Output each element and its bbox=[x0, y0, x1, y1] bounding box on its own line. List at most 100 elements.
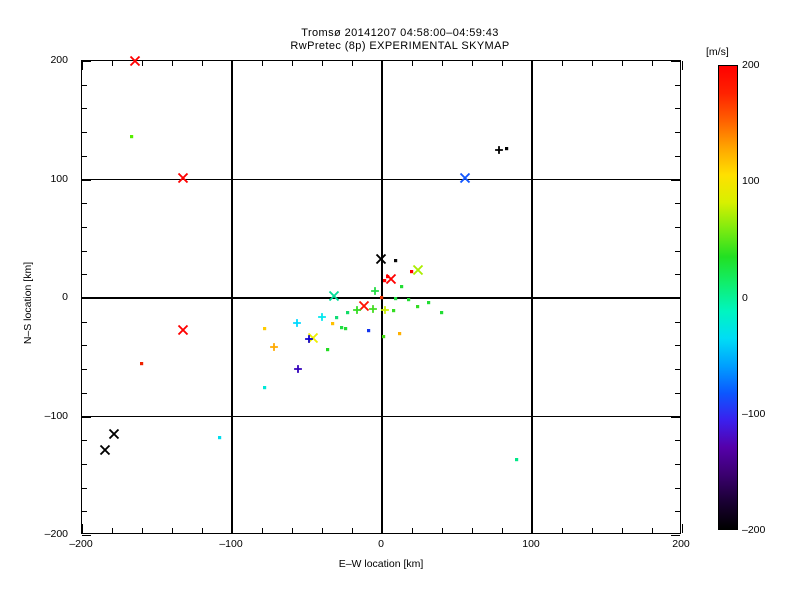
y-minor-tick bbox=[675, 440, 680, 442]
x-tick-label: ‒100 bbox=[219, 538, 243, 550]
data-point-marker bbox=[416, 305, 421, 310]
x-tick-label: 0 bbox=[378, 538, 384, 550]
y-major-tick bbox=[82, 61, 91, 62]
gridline-vertical bbox=[531, 61, 533, 533]
data-point-marker bbox=[176, 323, 189, 336]
colorbar-tick-label: ‒100 bbox=[742, 407, 766, 420]
colorbar-unit-label: [m/s] bbox=[706, 46, 729, 58]
data-point-marker bbox=[140, 362, 145, 367]
figure-title-line1: Tromsø 20141207 04:58:00‒04:59:43 bbox=[301, 27, 499, 39]
x-tick-label: 100 bbox=[522, 538, 540, 550]
x-minor-tick bbox=[262, 528, 263, 533]
x-major-tick bbox=[532, 61, 533, 70]
y-minor-tick bbox=[675, 321, 680, 323]
x-minor-tick bbox=[172, 528, 173, 533]
y-minor-tick bbox=[675, 392, 680, 394]
data-point-marker bbox=[385, 273, 398, 286]
plot-area bbox=[81, 55, 683, 536]
y-minor-tick bbox=[675, 274, 680, 276]
y-minor-tick bbox=[82, 203, 87, 205]
y-major-tick bbox=[82, 416, 91, 418]
data-point-marker bbox=[292, 318, 301, 327]
data-point-marker bbox=[515, 458, 520, 463]
data-point-marker bbox=[504, 146, 509, 151]
y-tick-label: 200 bbox=[50, 54, 68, 66]
y-major-tick bbox=[671, 416, 680, 418]
data-point-marker bbox=[399, 285, 404, 290]
x-minor-tick bbox=[472, 528, 473, 533]
colorbar-tick-label: 100 bbox=[742, 175, 760, 188]
x-minor-tick bbox=[292, 61, 293, 66]
data-point-marker bbox=[330, 322, 335, 327]
y-major-tick bbox=[82, 535, 91, 536]
data-point-marker bbox=[335, 316, 340, 321]
y-minor-tick bbox=[82, 511, 87, 513]
colorbar bbox=[718, 65, 738, 530]
x-minor-tick bbox=[172, 61, 173, 66]
y-minor-tick bbox=[675, 511, 680, 513]
data-point-marker bbox=[393, 259, 398, 264]
y-minor-tick bbox=[675, 250, 680, 252]
y-tick-label: ‒200 bbox=[44, 528, 68, 540]
y-minor-tick bbox=[675, 203, 680, 205]
y-major-tick bbox=[671, 298, 680, 299]
x-axis-title: E‒W location [km] bbox=[338, 558, 424, 570]
data-point-marker bbox=[366, 329, 371, 334]
x-tick-label: ‒200 bbox=[69, 538, 93, 550]
x-major-tick bbox=[232, 524, 233, 533]
data-point-marker bbox=[270, 342, 279, 351]
data-point-marker bbox=[344, 326, 349, 331]
y-minor-tick bbox=[82, 108, 87, 110]
x-minor-tick bbox=[352, 61, 353, 66]
x-minor-tick bbox=[592, 528, 593, 533]
x-minor-tick bbox=[562, 528, 563, 533]
x-minor-tick bbox=[412, 61, 413, 66]
data-point-marker bbox=[304, 335, 313, 344]
y-axis-title: N‒S location [km] bbox=[22, 261, 34, 345]
y-minor-tick bbox=[82, 132, 87, 134]
data-point-marker bbox=[383, 279, 388, 284]
x-minor-tick bbox=[262, 61, 263, 66]
y-minor-tick bbox=[675, 463, 680, 465]
data-point-marker bbox=[263, 386, 268, 391]
x-minor-tick bbox=[562, 61, 563, 66]
x-minor-tick bbox=[622, 61, 623, 66]
y-minor-tick bbox=[82, 487, 87, 489]
y-tick-label: ‒100 bbox=[44, 409, 68, 422]
x-minor-tick bbox=[142, 61, 143, 66]
data-point-marker bbox=[392, 309, 397, 314]
x-minor-tick bbox=[292, 528, 293, 533]
y-minor-tick bbox=[82, 369, 87, 371]
y-minor-tick bbox=[675, 226, 680, 228]
x-minor-tick bbox=[412, 528, 413, 533]
x-major-tick bbox=[382, 61, 383, 70]
x-minor-tick bbox=[322, 61, 323, 66]
x-minor-tick bbox=[592, 61, 593, 66]
data-point-marker bbox=[98, 443, 111, 456]
y-minor-tick bbox=[82, 345, 87, 347]
y-minor-tick bbox=[82, 274, 87, 276]
y-minor-tick bbox=[82, 463, 87, 465]
y-minor-tick bbox=[675, 155, 680, 157]
y-minor-tick bbox=[675, 487, 680, 489]
y-minor-tick bbox=[82, 440, 87, 442]
x-minor-tick bbox=[652, 61, 653, 66]
x-major-tick bbox=[382, 524, 383, 533]
x-minor-tick bbox=[622, 528, 623, 533]
gridline-horizontal bbox=[82, 415, 680, 418]
data-point-marker bbox=[339, 325, 344, 330]
x-minor-tick bbox=[112, 528, 113, 533]
data-point-marker bbox=[495, 145, 504, 154]
y-major-tick bbox=[671, 535, 680, 536]
y-tick-label: 100 bbox=[50, 172, 68, 185]
y-minor-tick bbox=[82, 321, 87, 323]
data-point-marker bbox=[426, 300, 431, 305]
gridline-horizontal bbox=[82, 178, 680, 181]
data-point-marker bbox=[328, 289, 341, 302]
colorbar-tick-label: ‒200 bbox=[742, 524, 766, 536]
x-minor-tick bbox=[442, 61, 443, 66]
figure-title-line2: RwPretec (8p) EXPERIMENTAL SKYMAP bbox=[290, 40, 510, 52]
y-minor-tick bbox=[82, 155, 87, 157]
x-minor-tick bbox=[322, 528, 323, 533]
